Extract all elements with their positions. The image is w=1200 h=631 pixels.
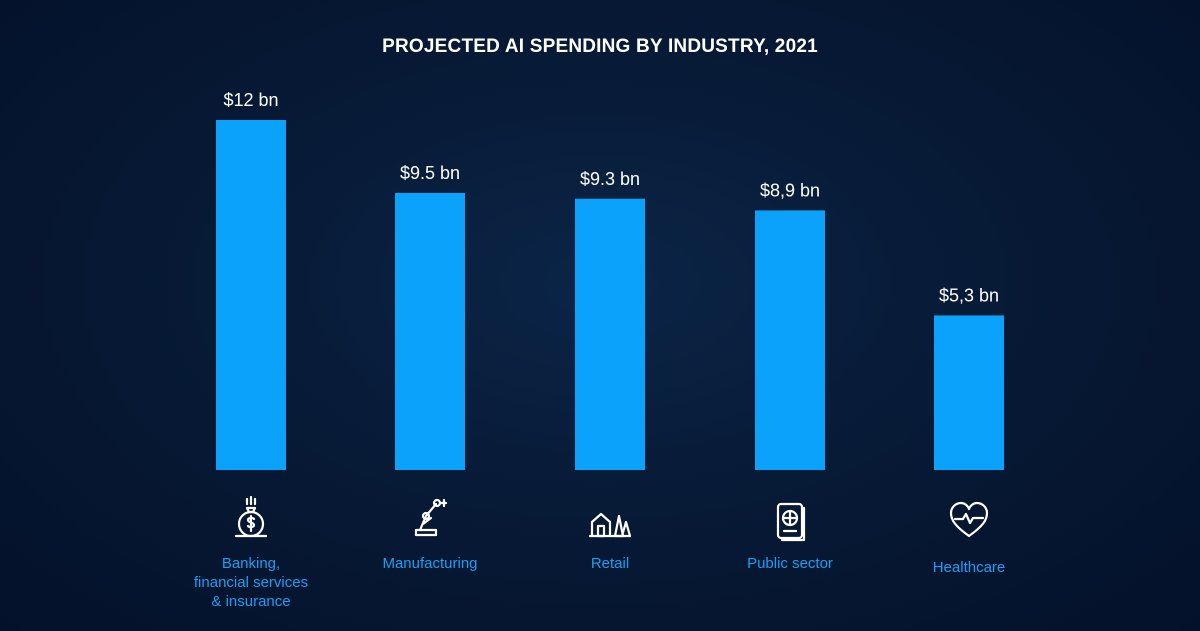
category-label-4: Healthcare	[932, 559, 1006, 576]
category-label-0: Banking, financial services & insurance	[193, 555, 309, 610]
value-label-0: $12 bn	[223, 90, 278, 110]
category-label-3: Public sector	[747, 555, 833, 572]
bar-3	[755, 210, 825, 470]
store-trees-icon	[588, 500, 632, 544]
bar-0	[216, 120, 286, 470]
value-label-4: $5,3 bn	[939, 285, 999, 305]
bar-1	[395, 192, 465, 470]
bar-4	[934, 315, 1004, 470]
category-label-2: Retail	[590, 555, 630, 572]
money-bag-icon	[229, 495, 273, 540]
passport-icon	[768, 500, 812, 544]
bar-2	[575, 198, 645, 470]
chart-title: PROJECTED AI SPENDING BY INDUSTRY, 2021	[382, 36, 818, 57]
robot-arm-icon	[408, 494, 452, 538]
heart-pulse-icon	[947, 498, 991, 542]
value-label-3: $8,9 bn	[760, 180, 820, 200]
value-label-1: $9.5 bn	[400, 163, 460, 183]
value-label-2: $9.3 bn	[580, 169, 640, 189]
category-label-1: Manufacturing	[382, 555, 478, 572]
